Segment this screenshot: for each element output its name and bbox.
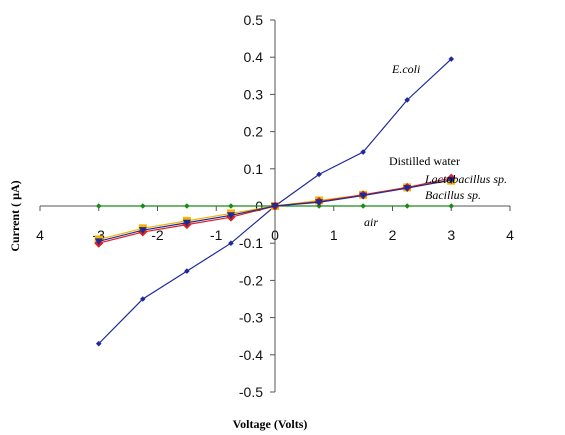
x-tick-labels: 4 -3 -2 -1 0 1 2 3 4: [36, 227, 514, 243]
y-tick-labels: 0.50.40.30.20.10-0.1-0.2-0.3-0.4-0.5: [239, 12, 263, 400]
y-tick-label: -0.1: [239, 235, 263, 251]
data-point: [316, 171, 322, 178]
data-point: [228, 203, 234, 209]
x-tick-label: -2: [151, 227, 164, 243]
data-point: [448, 56, 455, 62]
data-point: [182, 219, 191, 227]
data-point: [226, 212, 235, 220]
data-point: [228, 240, 234, 246]
annotation-air: air: [364, 215, 378, 229]
y-tick-label: 0.5: [244, 12, 264, 28]
data-point: [360, 203, 366, 209]
data-point: [138, 227, 147, 235]
data-point: [315, 199, 324, 207]
data-point: [359, 192, 368, 200]
y-tick-label: -0.2: [239, 272, 263, 288]
annotation-ecoli: E.coli: [391, 62, 420, 76]
data-point: [95, 203, 102, 209]
data-point: [271, 203, 279, 210]
data-point: [184, 268, 190, 274]
y-tick-label: -0.4: [239, 347, 263, 363]
data-point: [95, 340, 102, 347]
x-tick-label: 4: [36, 227, 44, 243]
annotation-distilled-water: Distilled water: [389, 154, 460, 168]
data-point: [184, 203, 190, 209]
x-tick-label: 4: [506, 227, 514, 243]
data-point: [94, 238, 103, 246]
x-tick-label: 0: [271, 227, 279, 243]
data-point: [140, 203, 146, 209]
data-point: [403, 185, 412, 193]
data-point: [360, 149, 366, 155]
data-point: [404, 203, 410, 209]
annotation-bacillus: Bacillus sp.: [425, 188, 481, 202]
y-axis-title: Current ( µA): [8, 180, 22, 251]
data-point: [140, 296, 146, 302]
y-tick-label: 0.3: [244, 86, 264, 102]
annotation-lactobacillus: Lactobacillus sp.: [424, 172, 507, 186]
y-tick-label: -0.5: [239, 384, 263, 400]
data-point: [447, 176, 456, 184]
data-point: [448, 203, 455, 209]
y-tick-label: -0.3: [239, 310, 263, 326]
x-tick-label: 2: [389, 227, 397, 243]
y-tick-label: 0.2: [244, 124, 264, 140]
y-tick-label: 0.1: [244, 161, 264, 177]
series-layer: [94, 56, 456, 347]
x-tick-label: -1: [210, 227, 223, 243]
series-distilled-water: [94, 176, 456, 246]
data-point: [404, 97, 410, 103]
y-tick-label: 0.4: [244, 49, 264, 65]
x-axis-title: Voltage (Volts): [233, 417, 308, 431]
x-tick-label: 3: [447, 227, 455, 243]
x-tick-label: 1: [330, 227, 338, 243]
